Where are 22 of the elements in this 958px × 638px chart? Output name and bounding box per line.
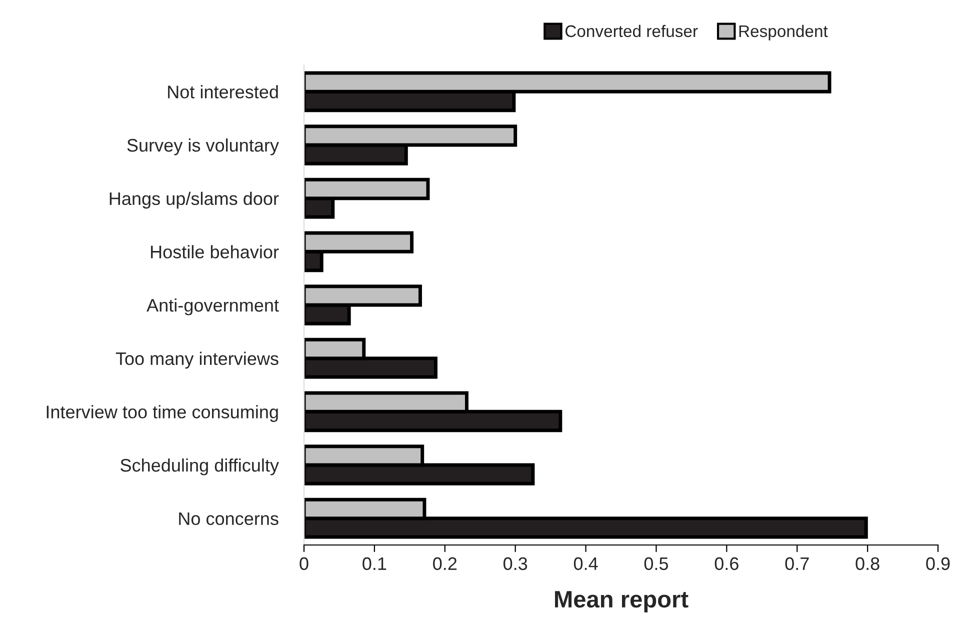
y-tick-label: Survey is voluntary bbox=[127, 138, 279, 156]
x-tick-label: 0.9 bbox=[926, 557, 950, 570]
y-tick-label: Too many interviews bbox=[116, 352, 278, 369]
legend-label: Converted refuser bbox=[565, 24, 698, 38]
x-tick-label: 0.2 bbox=[433, 557, 457, 570]
x-tick-label: 0 bbox=[300, 557, 308, 570]
y-tick-label: Interview too time consuming bbox=[46, 405, 278, 422]
legend-label: Respondent bbox=[739, 24, 828, 40]
x-tick-label: 0.8 bbox=[856, 557, 880, 570]
x-tick-label: 0.3 bbox=[503, 557, 528, 570]
x-tick-label: 0.5 bbox=[644, 557, 668, 570]
y-tick-label: Hostile behavior bbox=[151, 245, 279, 258]
x-tick-label: 0.6 bbox=[714, 557, 738, 570]
y-tick-label: Hangs up/slams door bbox=[110, 192, 279, 209]
x-axis-title: Mean report bbox=[555, 591, 688, 612]
y-tick-label: Anti-government bbox=[146, 298, 279, 316]
y-tick-label: Scheduling difficulty bbox=[120, 458, 279, 476]
x-tick-label: 0.1 bbox=[362, 557, 386, 570]
y-tick-label: Not interested bbox=[168, 85, 278, 98]
x-tick-label: 0.7 bbox=[785, 557, 809, 570]
y-tick-label: No concerns bbox=[179, 512, 278, 526]
x-tick-label: 0.4 bbox=[574, 557, 598, 570]
